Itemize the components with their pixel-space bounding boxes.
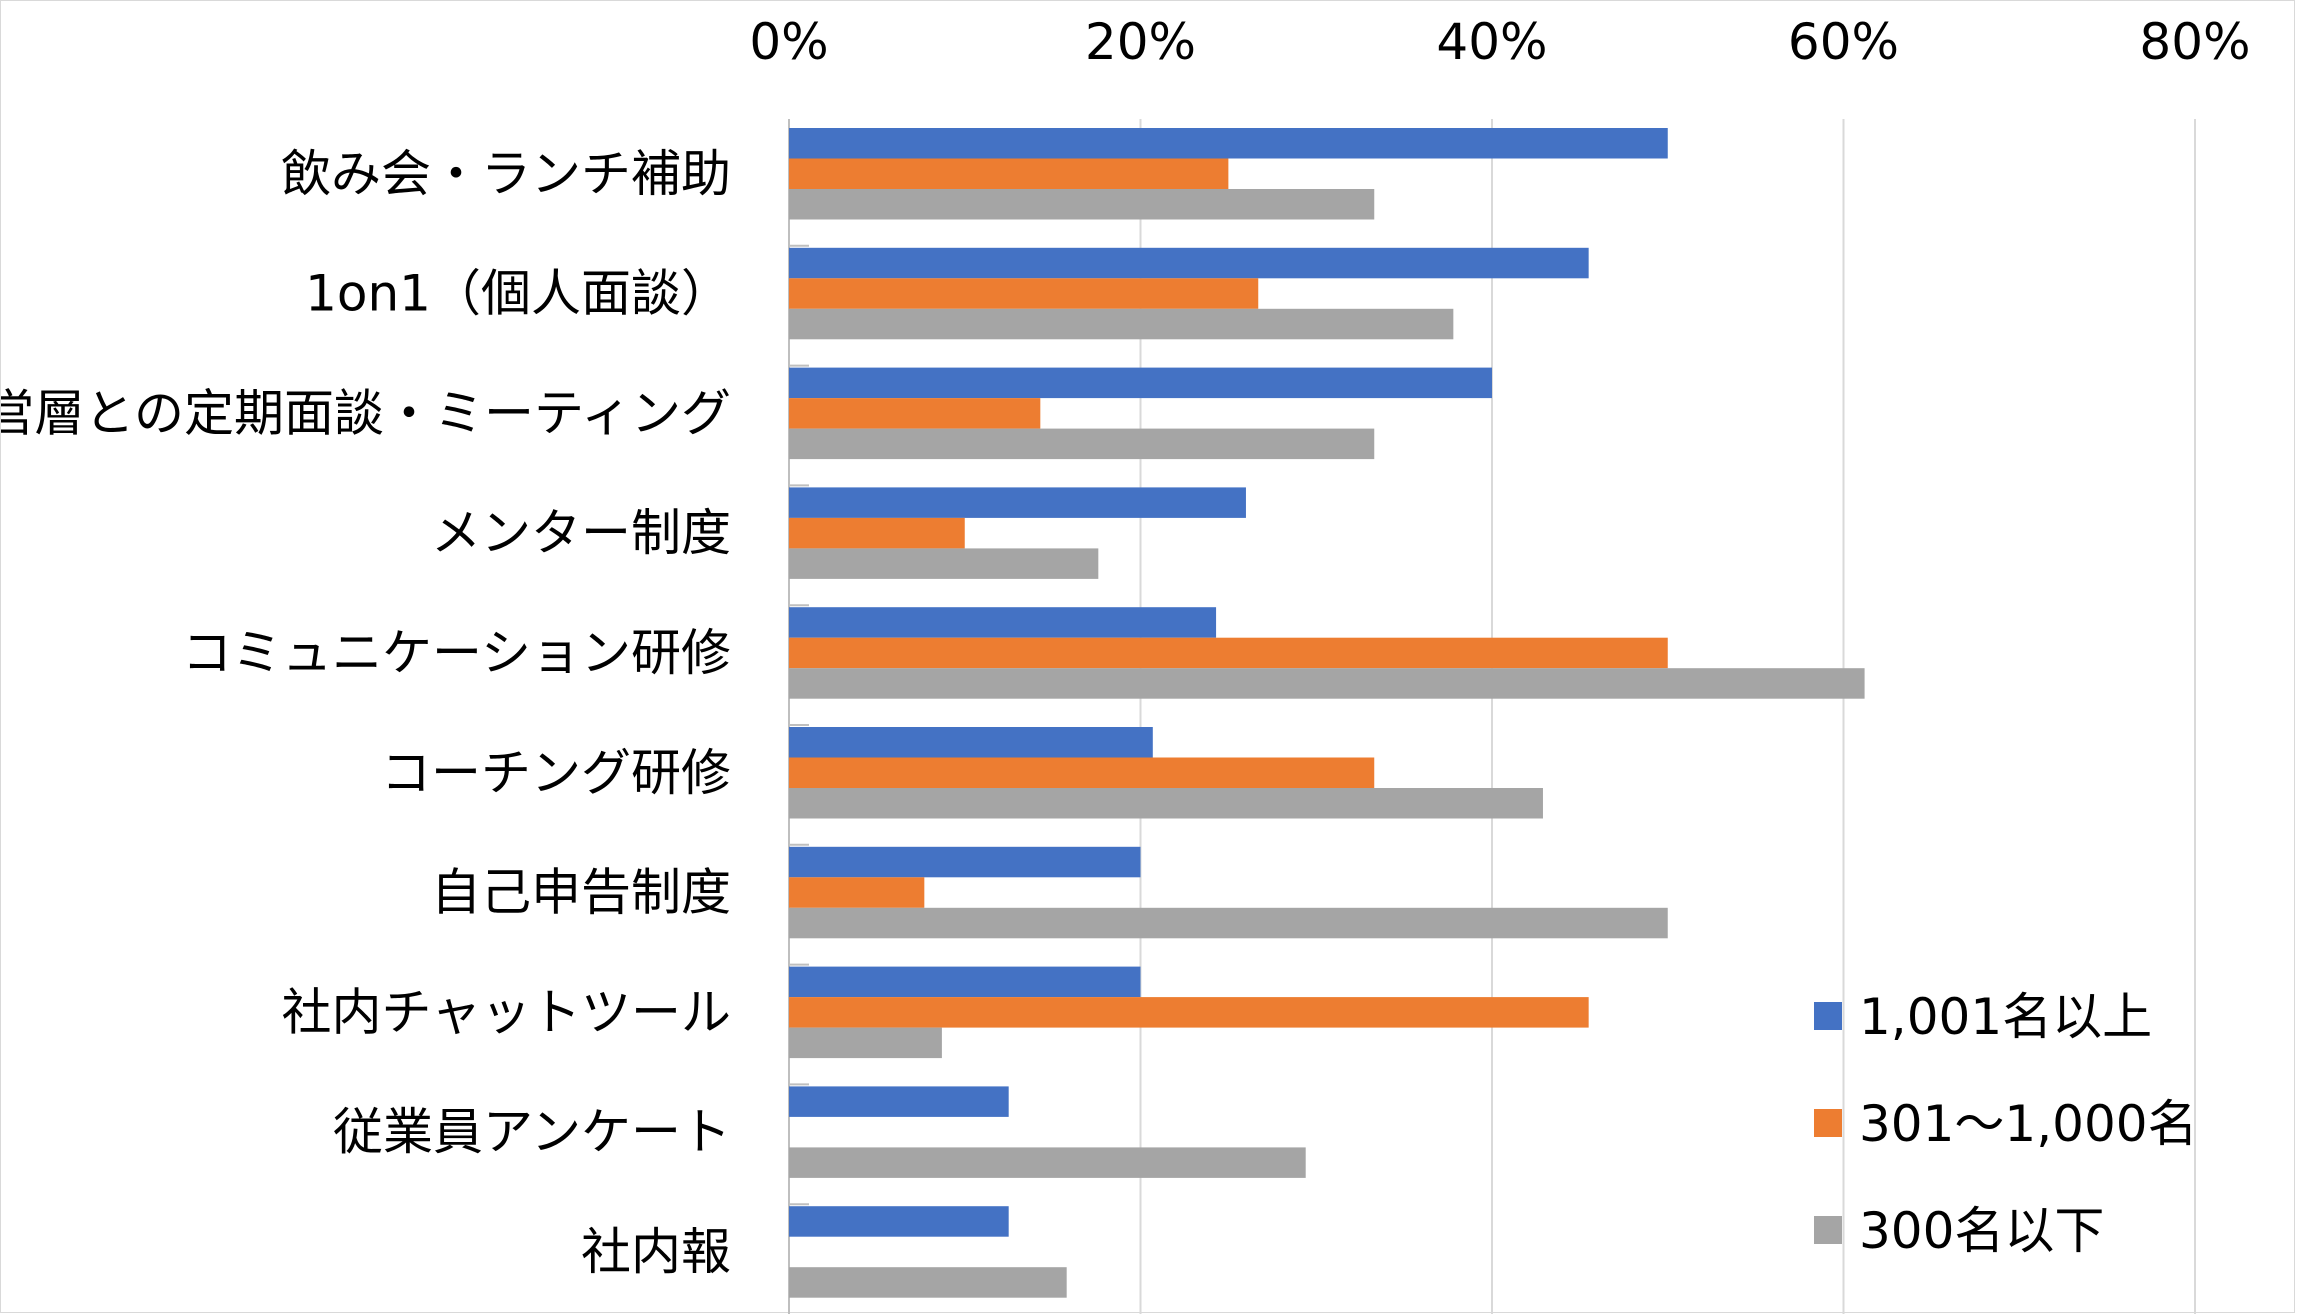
legend-label: 300名以下	[1859, 1202, 2104, 1260]
bar	[789, 997, 1589, 1028]
bar	[789, 637, 1668, 669]
legend-swatch	[1814, 1002, 1842, 1030]
category-label: 社内報	[581, 1223, 731, 1281]
x-tick-label: 60%	[1788, 13, 1899, 71]
x-tick-label: 0%	[749, 13, 828, 71]
bar	[789, 877, 925, 908]
bar	[789, 966, 1141, 998]
bar	[789, 308, 1454, 340]
bar	[789, 907, 1668, 939]
legend-swatch	[1814, 1109, 1842, 1137]
x-tick-label: 20%	[1085, 13, 1196, 71]
legend: 1,001名以上 301～1,000名 300名以下	[1814, 988, 2198, 1260]
x-axis-ticks: 0% 20% 40% 60% 80%	[749, 13, 2250, 71]
bar	[789, 1147, 1306, 1178]
category-label: 社内チャットツール	[282, 983, 732, 1041]
bar	[789, 128, 1668, 159]
category-label: コーチング研修	[381, 744, 731, 802]
bar	[789, 398, 1041, 429]
bar	[789, 247, 1589, 279]
legend-swatch	[1814, 1216, 1842, 1244]
bar	[789, 367, 1492, 399]
bar	[789, 757, 1375, 788]
bar	[789, 487, 1246, 518]
bar	[789, 727, 1153, 758]
bar	[789, 278, 1259, 309]
bar	[789, 1267, 1067, 1298]
category-label: 経営層との定期面談・ミーティング	[1, 384, 731, 442]
legend-label: 1,001名以上	[1859, 988, 2152, 1046]
bar	[789, 1027, 942, 1059]
bar	[789, 158, 1229, 189]
category-label: 飲み会・ランチ補助	[281, 145, 731, 203]
bar	[789, 189, 1375, 220]
x-tick-label: 80%	[2139, 13, 2250, 71]
category-label: メンター制度	[431, 504, 731, 562]
bars	[789, 128, 1865, 1298]
bar	[789, 607, 1217, 638]
bar	[789, 1086, 1009, 1117]
bar	[789, 788, 1543, 819]
bar	[789, 548, 1099, 579]
legend-label: 301～1,000名	[1859, 1095, 2198, 1153]
bar	[789, 1206, 1009, 1237]
bar	[789, 428, 1375, 460]
bar	[789, 517, 965, 549]
bar	[789, 846, 1141, 878]
category-label: コミュニケーション研修	[182, 624, 731, 682]
x-tick-label: 40%	[1436, 13, 1547, 71]
category-label: 自己申告制度	[431, 864, 731, 922]
bar	[789, 668, 1865, 699]
category-label: 従業員アンケート	[333, 1103, 731, 1161]
category-label: 1on1（個人面談）	[305, 265, 731, 323]
category-axis: 飲み会・ランチ補助 1on1（個人面談） 経営層との定期面談・ミーティングメンター制…	[1, 145, 809, 1281]
